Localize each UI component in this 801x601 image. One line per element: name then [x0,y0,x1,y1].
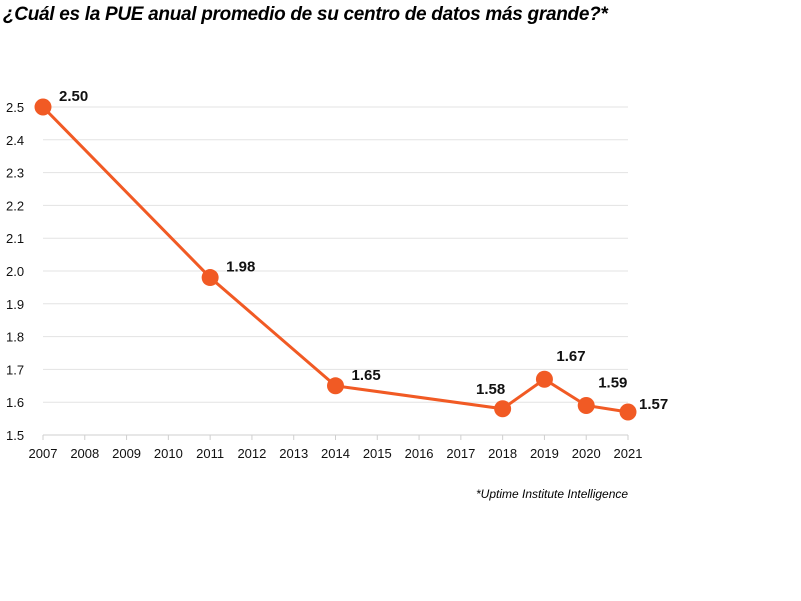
chart-title: ¿Cuál es la PUE anual promedio de su cen… [3,4,608,25]
y-tick-label: 2.0 [6,264,24,279]
data-point [201,269,219,287]
x-tick-label: 2011 [196,446,224,461]
y-tick-label: 2.3 [6,166,24,181]
data-label: 1.59 [598,374,627,391]
x-tick-label: 2014 [321,446,350,461]
data-point [34,98,52,116]
data-point [577,396,595,414]
data-point [535,370,553,388]
series-line [41,105,629,414]
data-point [327,377,344,395]
y-tick-label: 1.6 [6,395,24,410]
x-tick-label: 2013 [279,446,308,461]
x-tick-label: 2012 [237,446,266,461]
source-note: *Uptime Institute Intelligence [476,487,629,501]
data-point [619,403,637,421]
x-tick-label: 2019 [530,446,559,461]
data-label: 1.98 [226,259,255,276]
y-tick-label: 1.7 [6,362,24,377]
y-tick-label: 2.2 [6,198,24,213]
x-tick-label: 2010 [154,446,183,461]
x-tick-label: 2017 [446,446,475,461]
y-tick-label: 2.4 [6,133,24,148]
x-tick-label: 2020 [572,446,601,461]
x-tick-label: 2007 [29,446,58,461]
y-tick-label: 2.5 [6,100,24,115]
x-tick-label: 2008 [70,446,99,461]
x-tick-label: 2021 [614,446,643,461]
y-tick-label: 1.5 [6,428,24,443]
data-point [494,400,512,418]
y-tick-label: 2.1 [6,231,24,246]
y-tick-label: 1.9 [6,297,24,312]
data-label: 1.57 [639,396,668,413]
data-label: 1.65 [352,367,381,384]
data-label: 2.50 [59,88,88,105]
data-label: 1.67 [556,348,585,365]
x-tick-label: 2016 [405,446,434,461]
x-tick-label: 2009 [112,446,141,461]
y-tick-label: 1.8 [6,330,24,345]
x-tick-label: 2018 [488,446,517,461]
data-label: 1.58 [476,381,505,398]
x-tick-label: 2015 [363,446,392,461]
